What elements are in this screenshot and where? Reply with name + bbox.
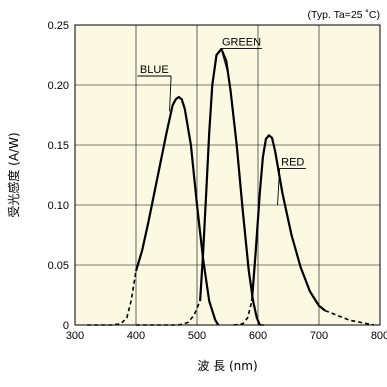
grid-lines [75,25,380,325]
series-label-red: RED [281,156,304,168]
series-red-line [250,134,326,312]
series-label-green: GREEN [222,36,261,48]
series-blue-line [134,95,220,326]
series-red-dashed [324,309,375,326]
y-tick-label: 0.15 [48,140,69,152]
series-blue-dashed [87,270,137,326]
x-tick-label: 800 [371,330,387,342]
plot-frame [74,24,381,326]
tick-labels: 300 400 500 600 700 800 0 0.05 0.10 0.15 0.20 0.25 [48,20,387,342]
x-tick-label: 600 [249,330,267,342]
x-tick-label: 500 [188,330,206,342]
x-tick-label: 400 [127,330,145,342]
x-axis-title: 波 長 (nm) [197,359,257,373]
y-axis-title: 受光感度 (A/W) [6,132,21,217]
x-tick-label: 300 [66,330,84,342]
y-tick-label: 0.25 [48,20,69,32]
series-label-leader [220,48,230,80]
note-text: (Typ. Ta=25 ˚C) [308,9,380,21]
series-label-leader [169,75,172,112]
y-tick-label: 0.10 [48,200,69,212]
x-tick-label: 700 [310,330,328,342]
y-tick-label: 0.05 [48,260,69,272]
series-label-blue: BLUE [140,64,169,76]
y-tick-label: 0.20 [48,80,69,92]
series-labels: BLUE GREEN RED [137,36,306,206]
series-label-leader [277,168,281,206]
y-tick-label: 0 [63,320,69,332]
